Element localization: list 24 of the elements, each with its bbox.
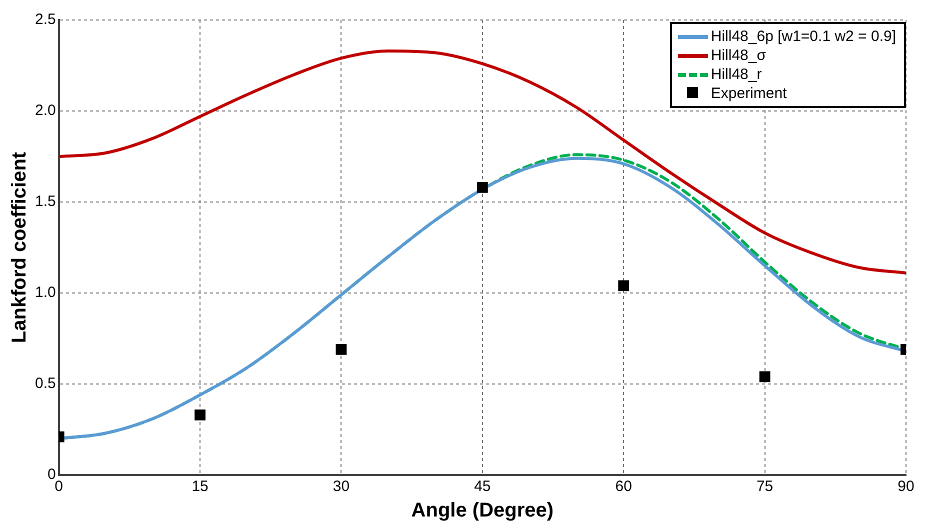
x-tick-label: 45 bbox=[474, 478, 491, 496]
x-tick-label: 15 bbox=[192, 478, 208, 496]
y-tick-label: 2.0 bbox=[34, 102, 56, 120]
line-series bbox=[58, 49, 906, 274]
legend-label: Hill48_6p [w1=0.1 w2 = 0.9] bbox=[710, 27, 896, 46]
x-tick-label: 60 bbox=[615, 478, 632, 496]
legend-label: Experiment bbox=[710, 84, 787, 103]
point bbox=[476, 182, 488, 193]
x-tick-label: 90 bbox=[898, 478, 914, 496]
y-tick-label: 1.5 bbox=[34, 193, 56, 210]
point bbox=[759, 371, 770, 382]
y-axis-title: Lankford coefficient bbox=[8, 152, 31, 344]
point bbox=[618, 280, 630, 292]
point bbox=[336, 344, 347, 355]
point bbox=[194, 409, 206, 420]
legend-label: Hill48_r bbox=[710, 65, 762, 84]
legend-label: Hill48_σ bbox=[710, 46, 766, 65]
x-tick-label: 30 bbox=[332, 478, 350, 496]
x-tick-label: 75 bbox=[756, 478, 774, 496]
x-axis-title: Angle (Degree) bbox=[411, 500, 554, 522]
y-tick-label: 0.5 bbox=[34, 375, 56, 392]
y-tick-label: 1.0 bbox=[34, 284, 56, 302]
y-tick-label: 0 bbox=[48, 466, 56, 484]
y-tick-label: 2.5 bbox=[34, 11, 56, 28]
